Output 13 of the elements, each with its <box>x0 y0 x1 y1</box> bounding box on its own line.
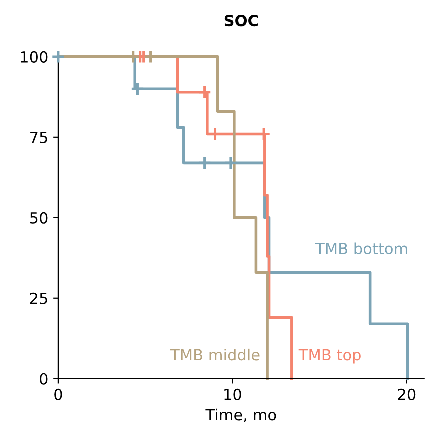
x-tick-label: 20 <box>398 388 416 400</box>
chart-title: SOC <box>224 15 258 27</box>
y-tick-label: 50 <box>30 212 48 224</box>
x-tick-label: 0 <box>54 388 62 400</box>
series-label: TMB bottom <box>316 242 408 255</box>
x-tick-label: 10 <box>224 388 242 400</box>
y-tick-label: 75 <box>30 132 48 144</box>
x-axis-title: Time, mo <box>206 408 276 422</box>
series-label: TMB top <box>298 349 361 364</box>
y-tick-label: 25 <box>30 292 48 304</box>
y-tick-label: 100 <box>21 51 48 63</box>
y-tick-label: 0 <box>40 373 48 385</box>
series-label: TMB middle <box>170 348 260 361</box>
